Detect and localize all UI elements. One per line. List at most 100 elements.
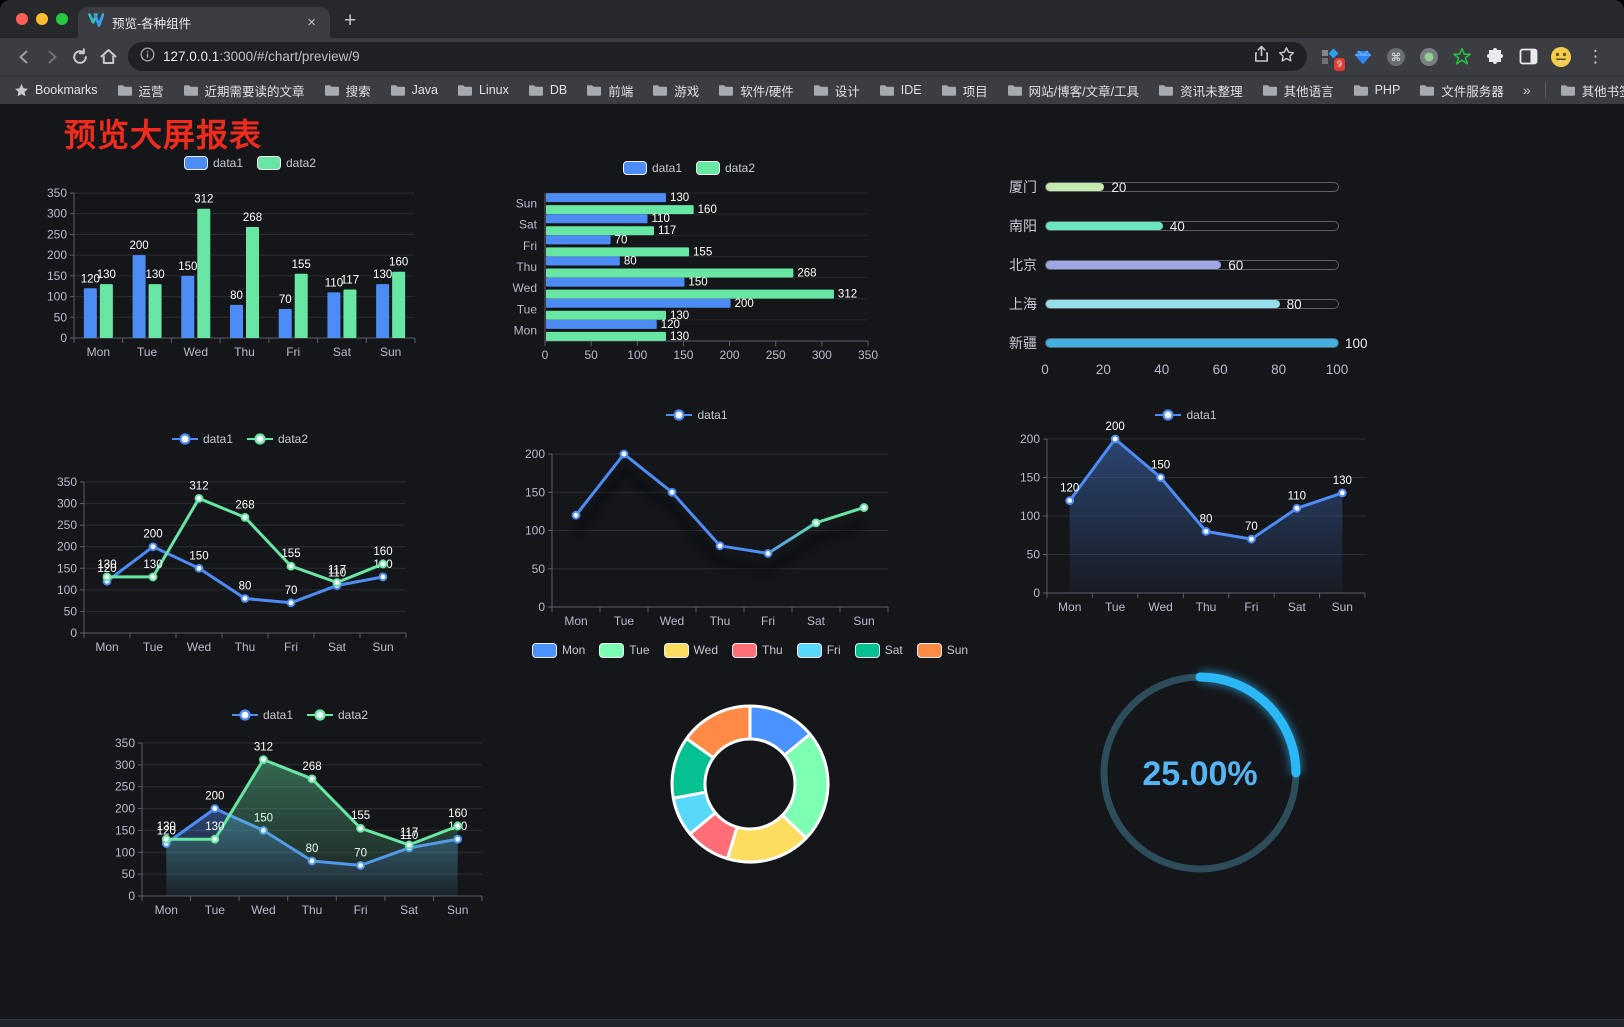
- extensions-puzzle-icon[interactable]: [1484, 46, 1506, 68]
- legend-item-data1[interactable]: data1: [183, 156, 243, 170]
- folder-icon: [1262, 84, 1277, 96]
- svg-text:117: 117: [341, 275, 359, 287]
- bookmarks-root[interactable]: Bookmarks: [14, 83, 98, 98]
- legend-item-data2[interactable]: data2: [257, 156, 316, 170]
- svg-text:Wed: Wed: [251, 903, 275, 917]
- tab-close-icon[interactable]: ×: [307, 14, 316, 31]
- legend-item-Mon[interactable]: Mon: [531, 642, 585, 658]
- extension-command-icon[interactable]: ⌘: [1385, 46, 1407, 68]
- bookmark-item[interactable]: 网站/博客/文章/工具: [1007, 81, 1139, 100]
- legend-item-data2[interactable]: data2: [247, 432, 308, 446]
- bookmark-item[interactable]: 搜索: [324, 81, 371, 100]
- extension-grid-diamond-icon[interactable]: 9: [1319, 46, 1345, 71]
- browser-toolbar: 127.0.0.1:3000/#/chart/preview/9 9 ⌘: [0, 38, 1624, 75]
- bookmarks-overflow-chevron[interactable]: »: [1522, 82, 1531, 98]
- extension-green-star-icon[interactable]: [1451, 46, 1473, 68]
- svg-text:80: 80: [239, 580, 252, 592]
- back-icon[interactable]: [10, 43, 38, 71]
- svg-text:160: 160: [698, 204, 717, 216]
- emoji-profile-icon[interactable]: [1550, 46, 1572, 68]
- bookmark-item[interactable]: 设计: [813, 81, 860, 100]
- bookmark-item[interactable]: DB: [528, 83, 567, 97]
- legend-swatch: [599, 642, 625, 658]
- svg-text:50: 50: [1027, 548, 1041, 562]
- browser-tab[interactable]: 预览-各种组件 ×: [78, 7, 330, 38]
- bookmark-label: 项目: [962, 84, 988, 99]
- legend-swatch: [257, 156, 281, 170]
- zoom-window-button[interactable]: [56, 13, 68, 25]
- minimize-window-button[interactable]: [36, 13, 48, 25]
- legend-item-Sun[interactable]: Sun: [916, 642, 969, 658]
- svg-text:150: 150: [57, 561, 77, 575]
- bookmark-item[interactable]: 文件服务器: [1419, 81, 1504, 100]
- bookmark-item[interactable]: 游戏: [652, 81, 699, 100]
- extension-record-icon[interactable]: [1418, 46, 1440, 68]
- share-icon[interactable]: [1253, 45, 1270, 68]
- legend-label: Thu: [762, 643, 783, 657]
- bookmark-star-icon[interactable]: [1278, 46, 1295, 68]
- legend-item-Tue[interactable]: Tue: [599, 642, 650, 658]
- svg-text:80: 80: [1200, 513, 1213, 525]
- reload-icon[interactable]: [66, 43, 94, 71]
- new-tab-button[interactable]: +: [344, 9, 357, 32]
- svg-text:130: 130: [143, 559, 162, 571]
- bookmark-item[interactable]: IDE: [879, 83, 922, 97]
- progress-axis-label: 80: [1271, 362, 1287, 377]
- site-info-icon[interactable]: [140, 46, 155, 67]
- extension-gem-icon[interactable]: [1352, 46, 1374, 68]
- svg-text:Mon: Mon: [87, 345, 110, 359]
- url-host: 127.0.0.1: [163, 49, 220, 64]
- legend-line-marker: [666, 409, 693, 421]
- bookmark-item[interactable]: 软件/硬件: [718, 81, 794, 100]
- legend-swatch: [732, 642, 757, 658]
- bookmark-item[interactable]: 其他语言: [1262, 81, 1334, 100]
- other-bookmarks[interactable]: 其他书签: [1560, 81, 1624, 100]
- legend-item-data2[interactable]: data2: [696, 161, 755, 175]
- bookmark-item[interactable]: 项目: [941, 81, 988, 100]
- legend-item-data1[interactable]: data1: [666, 408, 728, 422]
- sidebar-panel-icon[interactable]: [1517, 46, 1539, 68]
- progress-track: 20: [1045, 180, 1339, 195]
- svg-text:200: 200: [143, 529, 162, 541]
- address-bar[interactable]: 127.0.0.1:3000/#/chart/preview/9: [128, 42, 1307, 71]
- home-icon[interactable]: [94, 43, 122, 71]
- svg-text:130: 130: [97, 559, 116, 571]
- url-path: :3000/#/chart/preview/9: [219, 49, 360, 64]
- folder-icon: [653, 84, 668, 96]
- legend-item-Thu[interactable]: Thu: [732, 642, 783, 658]
- bookmark-item[interactable]: 运营: [117, 81, 164, 100]
- forward-icon[interactable]: [38, 43, 66, 71]
- browser-menu-icon[interactable]: ⋮: [1587, 46, 1604, 66]
- bookmark-item[interactable]: 资讯未整理: [1158, 81, 1243, 100]
- legend-label: data1: [697, 408, 728, 422]
- legend-label: Sun: [946, 643, 969, 657]
- svg-text:300: 300: [812, 348, 832, 362]
- bookmark-item[interactable]: 前端: [586, 81, 633, 100]
- legend-item-data1[interactable]: data1: [622, 161, 682, 175]
- bookmark-item[interactable]: PHP: [1353, 83, 1400, 97]
- legend-item-Wed[interactable]: Wed: [663, 642, 718, 658]
- svg-text:150: 150: [178, 261, 197, 273]
- close-window-button[interactable]: [16, 13, 28, 25]
- bookmarks-star-icon: [15, 83, 28, 96]
- legend-item-Fri[interactable]: Fri: [796, 642, 841, 658]
- svg-text:Mon: Mon: [564, 614, 587, 627]
- svg-text:Fri: Fri: [1244, 600, 1258, 614]
- legend-item-data1[interactable]: data1: [1155, 408, 1217, 422]
- bookmark-label: Linux: [478, 83, 509, 97]
- legend-item-data1[interactable]: data1: [231, 708, 293, 722]
- bookmark-label: 近期需要读的文章: [204, 84, 305, 99]
- legend-label: data1: [212, 156, 243, 170]
- bookmark-item[interactable]: 近期需要读的文章: [183, 81, 305, 100]
- legend-item-data1[interactable]: data1: [171, 432, 233, 446]
- progress-row-厦门: 厦门 20: [985, 175, 1385, 197]
- legend-item-Sat[interactable]: Sat: [854, 642, 903, 658]
- bookmark-item[interactable]: Linux: [457, 83, 509, 97]
- bookmark-item[interactable]: Java: [390, 83, 438, 97]
- legend-item-data2[interactable]: data2: [307, 708, 368, 722]
- folder-icon: [117, 84, 132, 96]
- chart-legend: Mon Tue Wed Thu Fri Sat Sun: [531, 642, 968, 658]
- svg-text:250: 250: [57, 518, 77, 532]
- svg-text:Tue: Tue: [137, 345, 158, 359]
- favicon: [88, 13, 105, 32]
